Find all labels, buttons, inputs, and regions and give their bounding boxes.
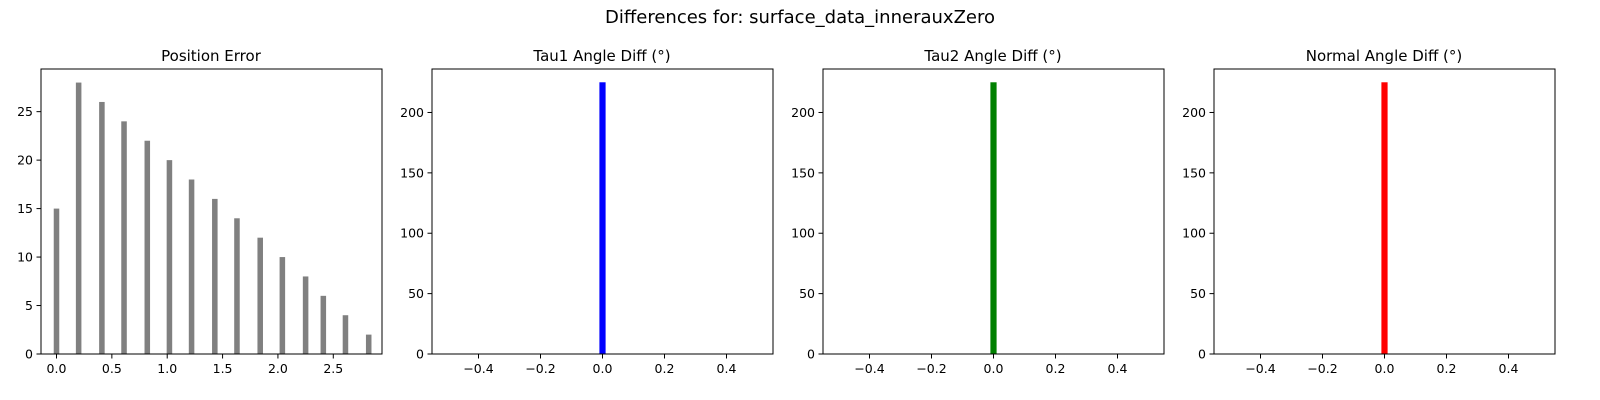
y-tick-label: 50 bbox=[408, 286, 424, 301]
x-tick-label: 0.2 bbox=[1437, 361, 1457, 376]
y-tick-label: 0 bbox=[416, 347, 424, 362]
x-tick-label: 0.4 bbox=[1108, 361, 1128, 376]
panel-title: Tau2 Angle Diff (°) bbox=[923, 47, 1061, 65]
bar bbox=[234, 218, 240, 354]
y-axis-ticks: 0 50 100 150 200 bbox=[791, 105, 823, 362]
plot-frame bbox=[40, 68, 383, 355]
x-axis-ticks: −0.4 −0.2 0.0 0.2 0.4 bbox=[1245, 354, 1518, 376]
x-tick-label: 0.4 bbox=[717, 361, 737, 376]
y-tick-label: 150 bbox=[1182, 165, 1206, 180]
bar bbox=[53, 208, 60, 354]
plot-frame bbox=[431, 68, 774, 355]
x-tick-label: 0.0 bbox=[1375, 361, 1395, 376]
y-tick-label: 50 bbox=[799, 286, 815, 301]
x-axis-ticks: −0.4 −0.2 0.0 0.2 0.4 bbox=[854, 354, 1127, 376]
y-axis-ticks: 0 5 10 15 20 25 bbox=[17, 104, 41, 362]
x-tick-label: −0.2 bbox=[1307, 361, 1337, 376]
x-tick-label: 1.5 bbox=[213, 361, 233, 376]
bar bbox=[302, 276, 309, 354]
bar bbox=[121, 121, 127, 354]
bar bbox=[342, 315, 349, 354]
x-tick-label: −0.4 bbox=[463, 361, 493, 376]
x-tick-label: 0.5 bbox=[102, 361, 122, 376]
y-tick-label: 150 bbox=[400, 165, 424, 180]
bar bbox=[279, 257, 286, 354]
bar bbox=[166, 160, 173, 354]
bars-group bbox=[599, 82, 606, 354]
y-tick-label: 100 bbox=[1182, 226, 1206, 241]
x-tick-label: 0.0 bbox=[593, 361, 613, 376]
x-tick-label: 1.0 bbox=[157, 361, 177, 376]
y-axis-ticks: 0 50 100 150 200 bbox=[1182, 105, 1214, 362]
bars-group bbox=[53, 82, 372, 355]
bar bbox=[75, 82, 82, 355]
x-tick-label: 0.4 bbox=[1499, 361, 1519, 376]
x-tick-label: −0.4 bbox=[1245, 361, 1275, 376]
bar bbox=[990, 82, 997, 354]
panel-tau1-angle-diff: Tau1 Angle Diff (°) −0.4 −0.2 0.0 0.2 0.4 0 5… bbox=[400, 47, 774, 376]
y-tick-label: 10 bbox=[17, 250, 33, 265]
y-tick-label: 0 bbox=[1198, 347, 1206, 362]
plot-frame bbox=[822, 68, 1165, 355]
panel-title: Normal Angle Diff (°) bbox=[1306, 47, 1463, 65]
y-tick-label: 20 bbox=[17, 153, 33, 168]
x-tick-label: 2.5 bbox=[323, 361, 343, 376]
bar bbox=[365, 334, 372, 354]
y-tick-label: 0 bbox=[25, 347, 33, 362]
bar bbox=[1381, 82, 1388, 354]
y-tick-label: 25 bbox=[17, 104, 33, 119]
panel-position-error: Position Error 0.0 0.5 1.0 1.5 2.0 2.5 0 5 10 15… bbox=[17, 47, 383, 376]
x-tick-label: −0.4 bbox=[854, 361, 884, 376]
bars-group bbox=[1381, 82, 1388, 354]
y-tick-label: 100 bbox=[400, 226, 424, 241]
y-tick-label: 200 bbox=[1182, 105, 1206, 120]
panel-normal-angle-diff: Normal Angle Diff (°) −0.4 −0.2 0.0 0.2 0.4 … bbox=[1182, 47, 1556, 376]
y-tick-label: 50 bbox=[1190, 286, 1206, 301]
bar bbox=[257, 237, 263, 354]
panel-tau2-angle-diff: Tau2 Angle Diff (°) −0.4 −0.2 0.0 0.2 0.4 0 5… bbox=[791, 47, 1165, 376]
x-tick-label: 0.2 bbox=[655, 361, 675, 376]
bar bbox=[188, 179, 195, 354]
y-tick-label: 0 bbox=[807, 347, 815, 362]
bar bbox=[212, 198, 218, 354]
plot-frame bbox=[1213, 68, 1556, 355]
x-tick-label: −0.2 bbox=[525, 361, 555, 376]
panel-title: Position Error bbox=[161, 47, 262, 65]
bar bbox=[144, 140, 151, 354]
y-tick-label: 200 bbox=[791, 105, 815, 120]
panel-title: Tau1 Angle Diff (°) bbox=[532, 47, 670, 65]
y-tick-label: 15 bbox=[17, 201, 33, 216]
figure-title: Differences for: surface_data_innerauxZe… bbox=[605, 7, 995, 28]
x-tick-label: 0.2 bbox=[1046, 361, 1066, 376]
x-tick-label: 2.0 bbox=[268, 361, 288, 376]
bars-group bbox=[990, 82, 997, 354]
bar bbox=[99, 101, 105, 354]
y-tick-label: 150 bbox=[791, 165, 815, 180]
x-axis-ticks: −0.4 −0.2 0.0 0.2 0.4 bbox=[463, 354, 736, 376]
x-axis-ticks: 0.0 0.5 1.0 1.5 2.0 2.5 bbox=[47, 354, 343, 376]
y-axis-ticks: 0 50 100 150 200 bbox=[400, 105, 432, 362]
x-tick-label: 0.0 bbox=[47, 361, 67, 376]
y-tick-label: 100 bbox=[791, 226, 815, 241]
x-tick-label: −0.2 bbox=[916, 361, 946, 376]
bar bbox=[599, 82, 606, 354]
x-tick-label: 0.0 bbox=[984, 361, 1004, 376]
bar bbox=[320, 295, 327, 354]
y-tick-label: 200 bbox=[400, 105, 424, 120]
y-tick-label: 5 bbox=[25, 298, 33, 313]
